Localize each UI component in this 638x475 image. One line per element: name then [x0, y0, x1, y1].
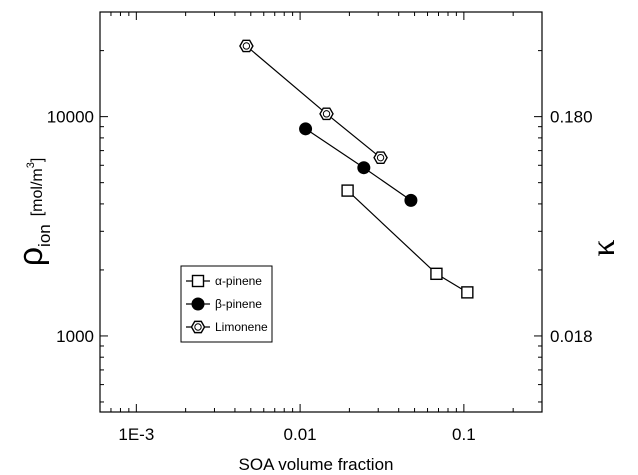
legend-marker: [191, 297, 205, 311]
data-point: [404, 193, 418, 207]
legend-item: α-pinene: [186, 274, 262, 288]
right-tick-label: 0.018: [550, 327, 593, 346]
data-point: [373, 151, 388, 165]
y-tick-label: 10000: [47, 108, 94, 127]
data-point: [430, 267, 443, 281]
series-1: [299, 122, 418, 207]
y-axis-unit-open: [mol/m: [29, 168, 46, 216]
legend: α-pinene β-pinene Limonene: [180, 265, 273, 343]
legend-marker: [190, 320, 206, 334]
data-point-inner: [322, 110, 331, 118]
data-point: [299, 122, 313, 136]
legend-marker-inner: [194, 323, 202, 331]
x-tick-label: 0.1: [452, 425, 476, 444]
series-2: [239, 39, 388, 165]
y-axis-unit-sup: 3: [25, 162, 37, 168]
data-point-inner: [376, 153, 385, 162]
y-axis-symbol: ρ: [12, 247, 50, 266]
data-point: [319, 107, 334, 121]
y-tick-label: 1000: [56, 327, 94, 346]
legend-label: Limonene: [215, 320, 268, 334]
y-axis-label: ρion [mol/m3]: [12, 158, 54, 267]
x-tick-label: 0.01: [284, 425, 317, 444]
legend-item: Limonene: [186, 320, 268, 334]
data-point: [357, 161, 371, 175]
data-point: [239, 39, 254, 53]
y-axis-unit-close: ]: [29, 158, 46, 162]
legend-marker: [191, 274, 205, 288]
plot-frame: [99, 11, 543, 413]
data-point-inner: [242, 42, 251, 50]
x-axis-label: SOA volume fraction: [239, 455, 394, 474]
y-axis-subscript: ion: [35, 224, 54, 247]
x-tick-label: 1E-3: [118, 425, 154, 444]
right-tick-label: 0.180: [550, 108, 593, 127]
series-line: [246, 45, 381, 159]
data-point: [341, 184, 354, 197]
right-axis-label: κ: [585, 239, 622, 256]
data-point: [461, 286, 474, 299]
legend-label: β-pinene: [215, 297, 262, 311]
series-0: [341, 184, 474, 299]
legend-item: β-pinene: [186, 297, 262, 311]
legend-label: α-pinene: [215, 274, 262, 288]
